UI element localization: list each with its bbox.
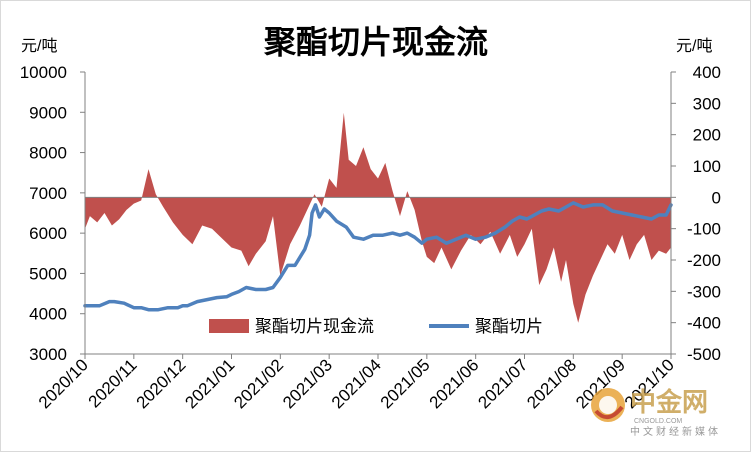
right-tick-label: -200 <box>687 251 721 270</box>
svg-text:中金网: 中金网 <box>630 387 708 417</box>
left-tick-label: 10000 <box>20 63 67 82</box>
x-tick-label: 2021/07 <box>474 355 531 412</box>
legend: 聚酯切片现金流 聚酯切片 <box>209 317 543 336</box>
left-tick-label: 4000 <box>29 305 67 324</box>
left-tick-label: 9000 <box>29 103 67 122</box>
x-tick-label: 2021/04 <box>328 355 385 412</box>
cashflow-area-series <box>85 112 671 323</box>
watermark-logo: 中金网 CNGOLD.COM 中文财经新媒体 <box>586 381 736 441</box>
legend-label-cashflow: 聚酯切片现金流 <box>255 317 374 336</box>
x-tick-label: 2021/02 <box>230 355 287 412</box>
left-axis: 10000 9000 8000 7000 6000 5000 4000 3000 <box>20 63 85 364</box>
x-tick-label: 2020/11 <box>85 355 141 411</box>
right-tick-label: 0 <box>712 188 721 207</box>
right-axis-unit: 元/吨 <box>676 37 712 55</box>
x-axis: 2020/102020/112020/122021/012021/022021/… <box>35 354 678 412</box>
right-tick-label: 200 <box>693 126 721 145</box>
left-tick-label: 7000 <box>29 184 67 203</box>
chart-title: 聚酯切片现金流 <box>263 24 488 60</box>
right-tick-label: -300 <box>687 282 721 301</box>
legend-label-price: 聚酯切片 <box>475 317 543 336</box>
left-tick-label: 8000 <box>29 144 67 163</box>
right-tick-label: -500 <box>687 345 721 364</box>
left-tick-label: 6000 <box>29 224 67 243</box>
svg-text:CNGOLD.COM: CNGOLD.COM <box>634 418 682 425</box>
price-line <box>83 201 673 312</box>
cashflow-area <box>85 112 671 323</box>
x-tick-label: 2021/06 <box>426 355 483 412</box>
right-tick-label: 100 <box>693 157 721 176</box>
right-tick-label: 300 <box>693 94 721 113</box>
right-tick-label: -400 <box>687 314 721 333</box>
price-line-series <box>83 201 673 312</box>
left-tick-label: 5000 <box>29 264 67 283</box>
right-tick-label: -100 <box>687 220 721 239</box>
left-axis-unit: 元/吨 <box>21 37 57 55</box>
x-tick-label: 2020/12 <box>133 355 190 412</box>
legend-swatch-cashflow <box>209 319 249 333</box>
x-tick-label: 2021/03 <box>279 355 336 412</box>
x-tick-label: 2021/05 <box>377 355 434 412</box>
left-tick-label: 3000 <box>29 345 67 364</box>
right-tick-label: 400 <box>693 63 721 82</box>
svg-text:中文财经新媒体: 中文财经新媒体 <box>630 425 721 438</box>
right-axis: 400 300 200 100 0 -100 -200 -300 -400 -500 <box>671 63 721 364</box>
x-tick-label: 2021/08 <box>523 355 580 412</box>
x-tick-label: 2021/01 <box>181 355 238 412</box>
